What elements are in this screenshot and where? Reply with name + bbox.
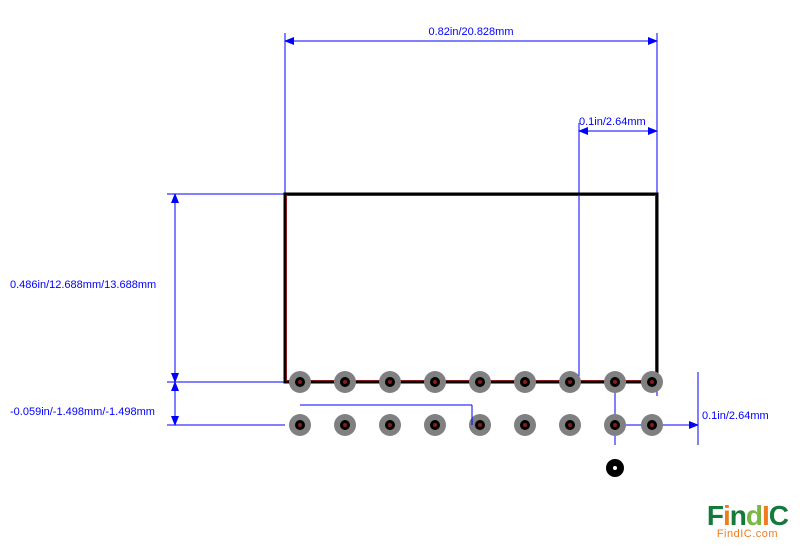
component-outline-inner — [287, 196, 656, 381]
dimension-label: -0.059in/-1.498mm/-1.498mm — [10, 406, 155, 418]
dimension-label: 0.1in/2.64mm — [702, 410, 769, 422]
logo: FindIC FindIC.com — [707, 500, 788, 540]
dimension-label: 0.486in/12.688mm/13.688mm — [10, 279, 156, 291]
dimension-label: 0.1in/2.64mm — [579, 116, 646, 128]
diagram-svg: 0.82in/20.828mm 0.1in/2.64mm 0.486in/12.68… — [0, 0, 800, 552]
component-outline — [285, 194, 657, 382]
dimension-label: 0.82in/20.828mm — [429, 26, 514, 38]
logo-sub: FindIC.com — [707, 528, 788, 540]
